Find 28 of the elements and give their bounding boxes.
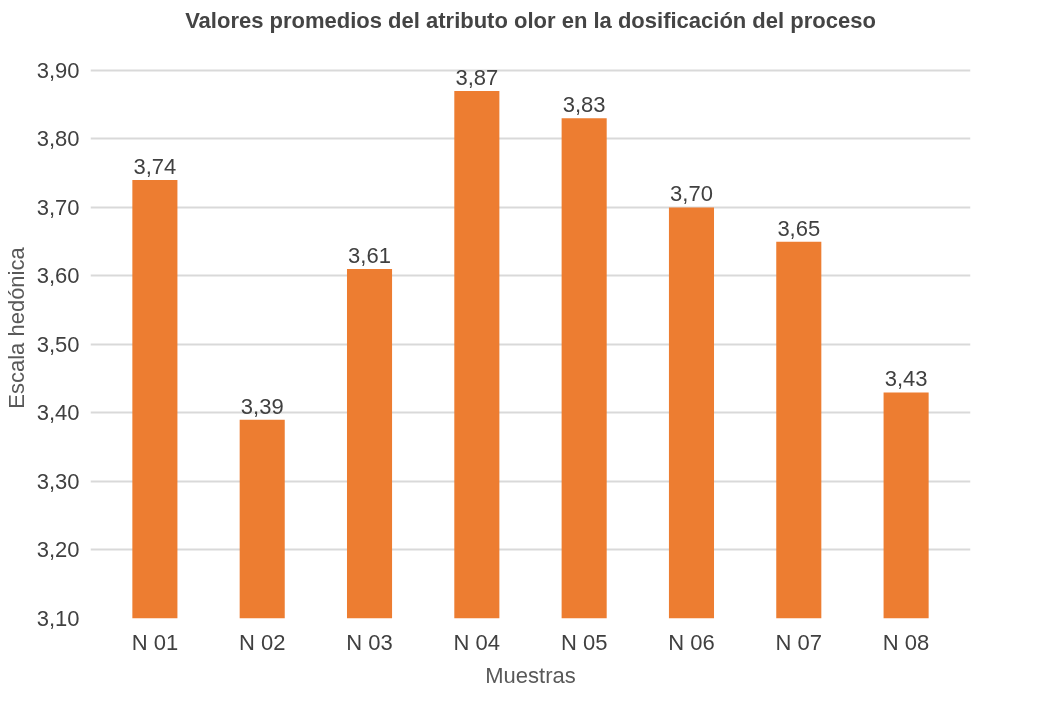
data-label: 3,39	[240, 393, 284, 419]
data-label: 3,70	[670, 181, 713, 207]
y-tick-label: 3,90	[36, 57, 80, 83]
chart-title: Valores promedios del atributo olor en la dosificación del proceso	[185, 7, 876, 33]
x-tick-label: N 02	[238, 629, 286, 655]
x-tick-label: N 04	[453, 629, 501, 655]
x-tick-label: N 01	[131, 629, 179, 655]
x-tick-label: N 07	[775, 629, 823, 655]
data-label: 3,74	[133, 154, 177, 180]
y-tick-label: 3,70	[36, 194, 80, 220]
x-tick-label: N 08	[882, 629, 930, 655]
y-tick-label: 3,60	[36, 263, 80, 289]
data-label: 3,83	[562, 92, 606, 118]
data-label: 3,65	[777, 215, 821, 241]
y-axis-title: Escala hedónica	[3, 246, 29, 409]
data-label: 3,61	[348, 243, 391, 269]
x-tick-label: N 03	[346, 629, 393, 655]
y-tick-label: 3,80	[36, 126, 80, 152]
y-tick-label: 3,50	[36, 331, 80, 357]
y-tick-label: 3,20	[36, 537, 80, 563]
y-tick-label: 3,40	[36, 400, 80, 426]
data-label: 3,43	[884, 366, 928, 392]
x-tick-label: N 05	[560, 629, 608, 655]
y-tick-label: 3,10	[36, 606, 80, 631]
x-axis-title: Muestras	[485, 662, 576, 688]
data-label: 3,87	[455, 64, 499, 90]
x-tick-label: N 06	[668, 629, 715, 655]
y-tick-label: 3,30	[36, 468, 80, 494]
